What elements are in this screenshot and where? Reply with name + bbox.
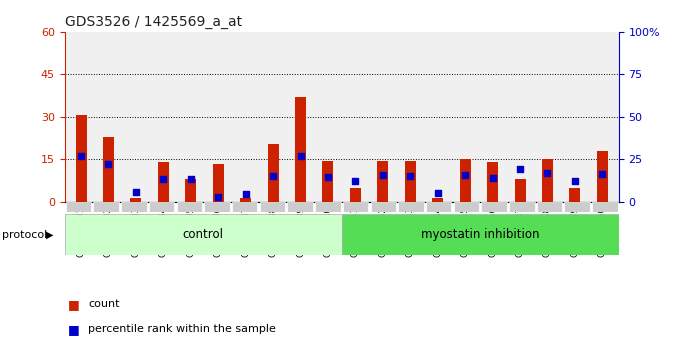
Bar	[515, 179, 526, 202]
Point	[432, 190, 443, 196]
Bar	[405, 161, 415, 202]
Point	[268, 173, 279, 179]
Point	[103, 161, 114, 167]
Bar	[177, 202, 202, 212]
Text: protocol: protocol	[2, 229, 48, 240]
Bar	[260, 202, 285, 212]
Bar	[288, 202, 313, 212]
Bar	[322, 161, 333, 202]
Bar	[343, 202, 369, 212]
Point	[515, 167, 526, 172]
Point	[350, 178, 361, 184]
Text: ■: ■	[68, 323, 80, 336]
Point	[213, 194, 224, 200]
Point	[75, 153, 86, 159]
Bar	[66, 202, 91, 212]
Bar	[121, 202, 147, 212]
Point	[487, 175, 498, 181]
Bar	[186, 179, 197, 202]
Bar	[460, 159, 471, 202]
Text: count: count	[88, 299, 120, 309]
Bar	[487, 162, 498, 202]
Bar	[65, 214, 342, 255]
Bar	[131, 198, 141, 202]
Bar	[542, 159, 553, 202]
Text: myostatin inhibition: myostatin inhibition	[421, 228, 539, 241]
Point	[158, 176, 169, 182]
Bar	[315, 202, 341, 212]
Bar	[240, 198, 251, 202]
Bar	[371, 202, 396, 212]
Bar	[481, 202, 507, 212]
Text: ▶: ▶	[46, 229, 54, 240]
Text: percentile rank within the sample: percentile rank within the sample	[88, 324, 276, 334]
Bar	[213, 164, 224, 202]
Point	[405, 173, 415, 179]
Point	[569, 178, 580, 183]
Bar	[454, 202, 479, 212]
Text: ■: ■	[68, 298, 80, 311]
Point	[322, 174, 333, 180]
Bar	[149, 202, 174, 212]
Bar	[204, 202, 230, 212]
Point	[240, 191, 251, 197]
Bar	[569, 188, 581, 202]
Bar	[103, 137, 114, 202]
Bar	[537, 202, 562, 212]
Point	[131, 189, 141, 194]
Point	[460, 173, 471, 178]
Bar	[564, 202, 590, 212]
Bar	[350, 188, 361, 202]
Bar	[426, 202, 452, 212]
Point	[186, 176, 197, 182]
Point	[597, 171, 608, 177]
Text: control: control	[183, 228, 224, 241]
Bar	[398, 202, 424, 212]
Bar	[592, 202, 617, 212]
Point	[377, 173, 388, 178]
Bar	[509, 202, 534, 212]
Bar	[377, 161, 388, 202]
Bar	[158, 162, 169, 202]
Bar	[597, 151, 608, 202]
Bar	[432, 198, 443, 202]
Bar	[232, 202, 258, 212]
Bar	[75, 115, 86, 202]
Point	[295, 153, 306, 159]
Bar	[268, 144, 279, 202]
Point	[542, 170, 553, 176]
Bar	[93, 202, 119, 212]
Text: GDS3526 / 1425569_a_at: GDS3526 / 1425569_a_at	[65, 16, 241, 29]
Bar	[342, 214, 619, 255]
Bar	[295, 97, 306, 202]
